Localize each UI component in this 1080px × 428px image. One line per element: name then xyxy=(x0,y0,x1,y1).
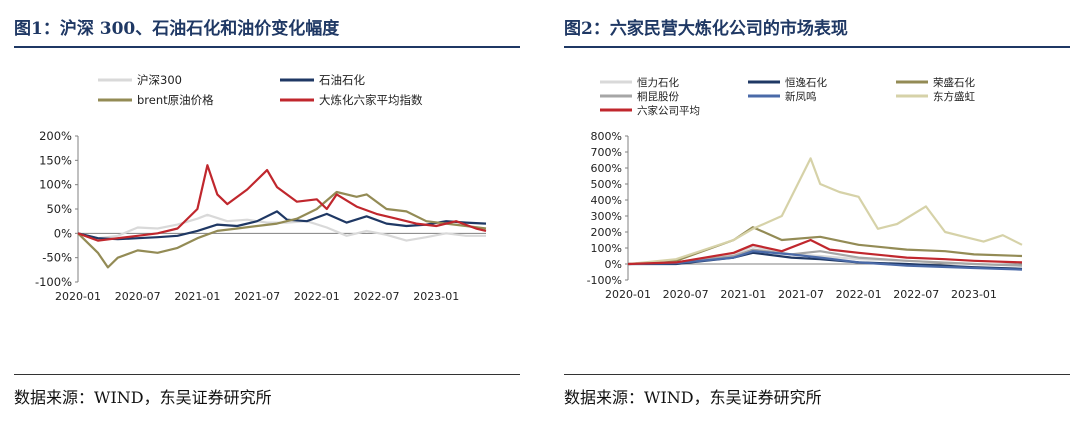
legend-label: 沪深300 xyxy=(137,73,182,87)
series-line xyxy=(627,157,1023,266)
y-tick-label: -100% xyxy=(587,274,622,287)
y-tick-label: 500% xyxy=(591,178,622,191)
legend-label: 桐昆股份 xyxy=(637,90,679,103)
y-tick-label: 400% xyxy=(591,194,622,207)
x-tick-label: 2020-01 xyxy=(605,288,651,301)
figure-1-panel: 图1：沪深 300、石油石化和油价变化幅度 200% 150% 100% 50% 0% -… xyxy=(0,0,530,428)
legend-label: 大炼化六家平均指数 xyxy=(319,93,423,107)
series-line xyxy=(77,164,487,242)
x-tick-label: 2022-07 xyxy=(354,290,400,303)
x-tick-label: 2021-01 xyxy=(174,290,220,303)
y-tick-label: 600% xyxy=(591,162,622,175)
figure-1-bottom-rule xyxy=(14,374,520,375)
y-tick-label: 200% xyxy=(591,226,622,239)
x-tick-label: 2022-01 xyxy=(294,290,340,303)
figure-1-source: 数据来源：WIND，东吴证券研究所 xyxy=(14,388,272,407)
x-tick-label: 2021-01 xyxy=(720,288,766,301)
figure-2-source: 数据来源：WIND，东吴证券研究所 xyxy=(564,388,822,407)
legend-label: 恒逸石化 xyxy=(785,76,827,89)
figure-2-top-rule xyxy=(564,46,1070,48)
figure-1-chart: 200% 150% 100% 50% 0% -50% -100%2020-01 2020-07… xyxy=(35,73,487,303)
figure-2-panel: 图2：六家民营大炼化公司的市场表现 800% 700% 600% 500% 400% 30… xyxy=(550,0,1080,428)
series-line xyxy=(77,190,487,269)
y-tick-label: 700% xyxy=(591,146,622,159)
figure-2-title: 图2：六家民营大炼化公司的市场表现 xyxy=(564,19,848,39)
y-tick-label: 0% xyxy=(54,226,72,240)
x-tick-label: 2021-07 xyxy=(778,288,824,301)
x-tick-label: 2023-01 xyxy=(413,290,459,303)
x-tick-label: 2022-01 xyxy=(836,288,882,301)
y-tick-label: -50% xyxy=(42,251,72,265)
series-line xyxy=(77,213,486,242)
series-line xyxy=(627,248,1023,267)
figure-1-top-rule xyxy=(14,46,520,48)
y-tick-label: -100% xyxy=(35,275,72,289)
legend-label: brent原油价格 xyxy=(137,93,214,107)
x-tick-label: 2022-07 xyxy=(893,288,939,301)
figure-2-bottom-rule xyxy=(564,374,1070,375)
legend-label: 石油石化 xyxy=(319,73,365,87)
x-tick-label: 2021-07 xyxy=(234,290,280,303)
series-line xyxy=(627,238,1023,266)
legend-label: 新凤鸣 xyxy=(785,90,817,103)
x-tick-label: 2020-01 xyxy=(55,290,101,303)
figure-1-title: 图1：沪深 300、石油石化和油价变化幅度 xyxy=(14,19,340,39)
figure-2-chart: 800%700%600%500%400%300%200%100%0%-100%2… xyxy=(587,76,1023,301)
y-tick-label: 0% xyxy=(605,258,622,271)
y-tick-label: 150% xyxy=(39,153,72,167)
x-tick-label: 2020-07 xyxy=(115,290,161,303)
y-tick-label: 300% xyxy=(591,210,622,223)
y-tick-label: 100% xyxy=(591,242,622,255)
y-tick-label: 50% xyxy=(46,202,72,216)
legend-label: 荣盛石化 xyxy=(933,76,975,89)
y-tick-label: 100% xyxy=(39,178,72,192)
legend-label: 恒力石化 xyxy=(637,76,679,89)
y-tick-label: 800% xyxy=(591,130,622,143)
x-tick-label: 2023-01 xyxy=(951,288,997,301)
legend-label: 东方盛虹 xyxy=(933,90,975,103)
series-line xyxy=(77,210,487,241)
y-tick-label: 200% xyxy=(39,129,72,143)
x-tick-label: 2020-07 xyxy=(663,288,709,301)
series-line xyxy=(627,250,1023,271)
legend-label: 六家公司平均 xyxy=(637,104,700,117)
